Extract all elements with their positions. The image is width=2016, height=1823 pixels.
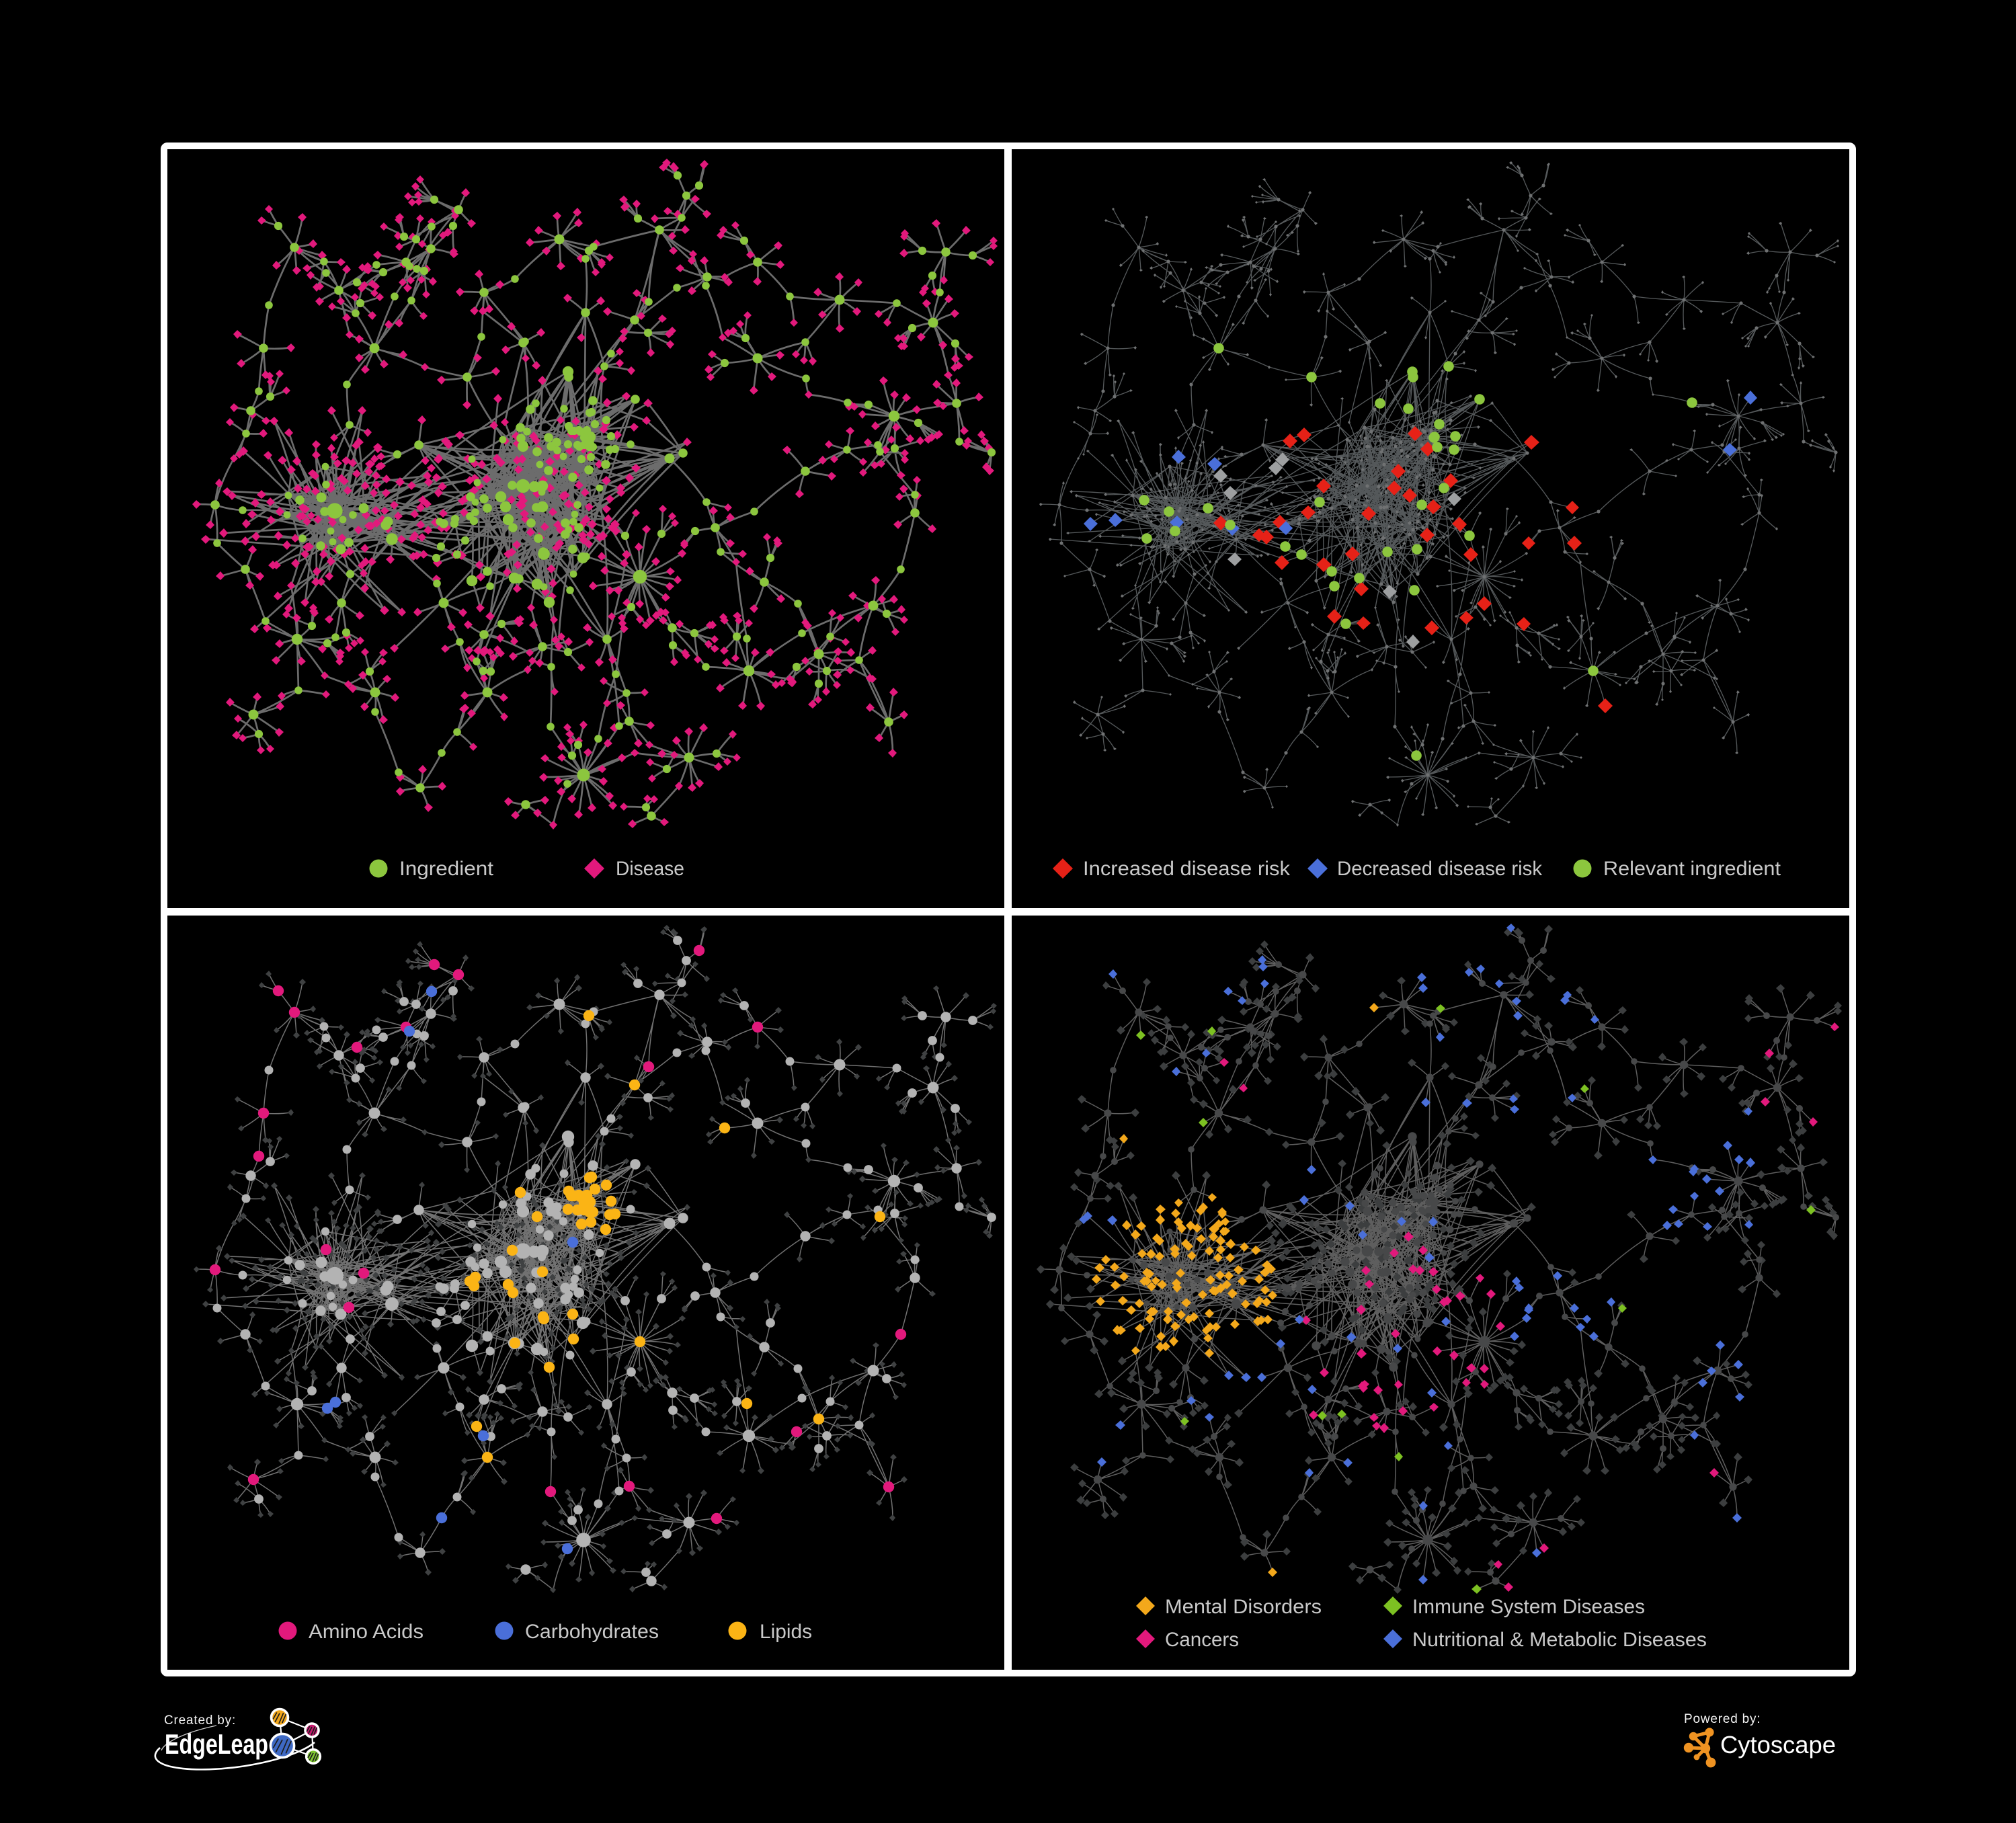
svg-text:Cancers: Cancers (1165, 1629, 1239, 1651)
svg-text:Nutritional & Metabolic Diseas: Nutritional & Metabolic Diseases (1412, 1629, 1707, 1651)
svg-text:Immune System Diseases: Immune System Diseases (1412, 1596, 1645, 1618)
svg-text:Ingredient: Ingredient (399, 858, 494, 880)
svg-text:Increased disease risk: Increased disease risk (1083, 858, 1291, 880)
svg-text:Created by:: Created by: (164, 1713, 236, 1728)
svg-text:Powered by:: Powered by: (1684, 1712, 1761, 1726)
svg-text:Lipids: Lipids (760, 1621, 812, 1643)
svg-text:Decreased disease risk: Decreased disease risk (1337, 858, 1543, 880)
svg-text:Carbohydrates: Carbohydrates (525, 1621, 659, 1643)
svg-text:Mental Disorders: Mental Disorders (1165, 1596, 1322, 1618)
svg-text:Amino Acids: Amino Acids (309, 1621, 424, 1643)
svg-text:EdgeLeap: EdgeLeap (165, 1728, 268, 1760)
svg-text:Cytoscape: Cytoscape (1720, 1731, 1836, 1758)
svg-text:Relevant ingredient: Relevant ingredient (1603, 858, 1781, 880)
svg-text:Disease: Disease (616, 858, 684, 880)
